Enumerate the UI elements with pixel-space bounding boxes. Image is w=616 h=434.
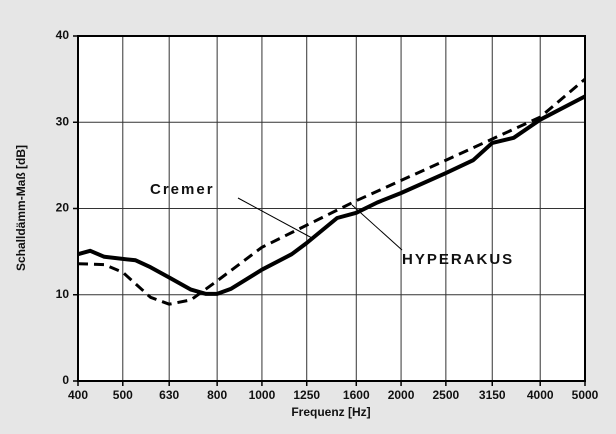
x-axis-label: Frequenz [Hz] (291, 405, 370, 419)
series-label: HYPERAKUS (402, 251, 514, 268)
x-tick-label: 2000 (388, 388, 415, 402)
x-tick-label: 800 (207, 388, 227, 402)
x-tick-label: 400 (68, 388, 88, 402)
x-tick-label: 1000 (249, 388, 276, 402)
x-tick-label: 500 (113, 388, 133, 402)
x-tick-label: 5000 (572, 388, 599, 402)
x-tick-label: 630 (159, 388, 179, 402)
y-axis-label: Schalldämm-Maß [dB] (14, 145, 28, 271)
series-line (77, 77, 586, 306)
x-tick-label: 3150 (479, 388, 506, 402)
y-tick-label: 0 (62, 373, 69, 387)
x-tick-label: 2500 (433, 388, 460, 402)
leader-line (237, 197, 313, 239)
leader-line (351, 204, 403, 251)
y-tick-label: 10 (56, 287, 70, 301)
x-tick-label: 1250 (293, 388, 320, 402)
plot-frame (77, 35, 586, 382)
series-line (77, 94, 586, 296)
series-label: Cremer (150, 181, 215, 198)
y-tick-label: 40 (56, 28, 70, 42)
y-tick-label: 30 (56, 114, 70, 128)
x-tick-label: 1600 (343, 388, 370, 402)
y-tick-label: 20 (56, 201, 70, 215)
x-tick-label: 4000 (527, 388, 554, 402)
